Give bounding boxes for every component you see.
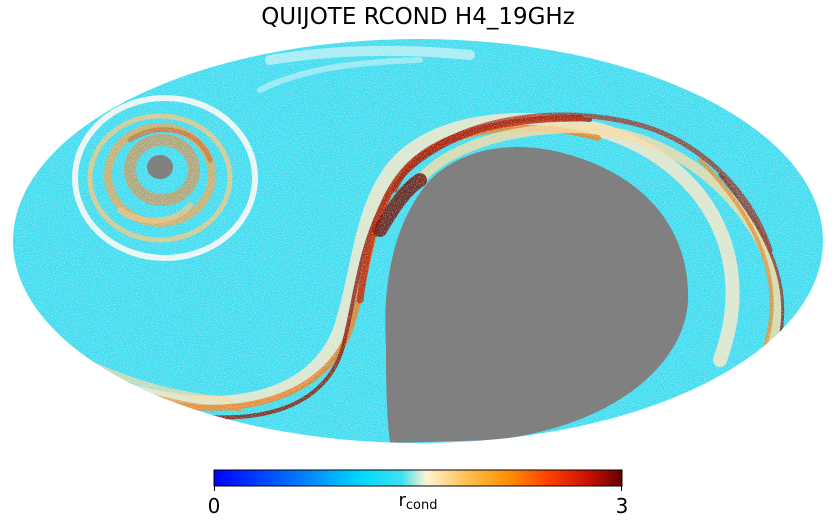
colorbar-max-label: 3 <box>615 494 629 518</box>
map-title: QUIJOTE RCOND H4_19GHz <box>261 4 575 30</box>
colorbar-max-tick <box>621 486 622 491</box>
colorbar-gradient <box>213 469 623 487</box>
large-southern-mask <box>385 147 689 443</box>
small-northern-mask <box>147 155 173 179</box>
colorbar-min-label: 0 <box>207 494 221 518</box>
colorbar-title: rcond <box>398 490 438 513</box>
colorbar-min-tick <box>214 486 215 491</box>
